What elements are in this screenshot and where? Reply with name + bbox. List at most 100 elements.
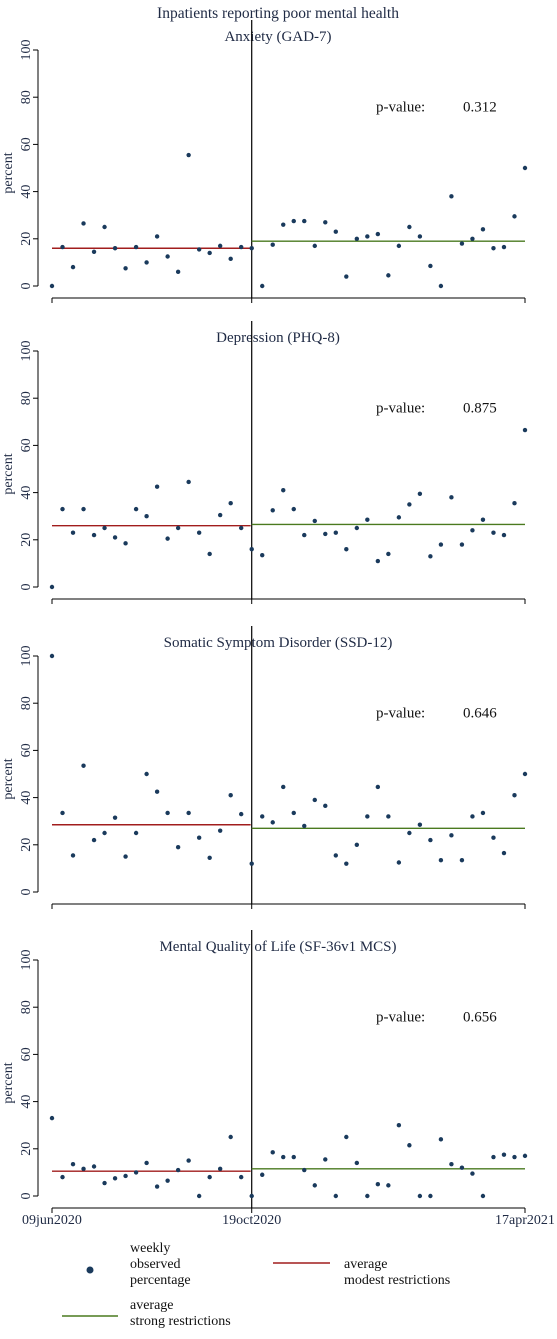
data-point xyxy=(323,220,328,225)
data-point xyxy=(91,532,97,538)
data-point xyxy=(154,484,160,489)
data-point xyxy=(165,536,170,541)
y-tick-label: 20 xyxy=(19,1142,34,1156)
panel-3: Somatic Symptom Disorder (SSD-12) 0 20 40 60… xyxy=(1,626,528,909)
data-point xyxy=(449,833,454,838)
data-point xyxy=(291,506,296,512)
y-tick-label: 80 xyxy=(19,391,34,405)
data-point xyxy=(123,1173,128,1179)
data-point xyxy=(459,241,465,246)
data-point xyxy=(344,861,349,866)
data-point xyxy=(365,814,370,819)
p-value: 0.646 xyxy=(463,705,497,721)
y-tick-label: 80 xyxy=(19,1000,34,1014)
legend-dot-symbol xyxy=(86,1266,94,1274)
data-point xyxy=(228,256,233,262)
data-point xyxy=(102,525,107,531)
y-tick-label: 100 xyxy=(19,341,34,362)
data-point xyxy=(165,810,170,816)
data-point xyxy=(144,771,149,777)
data-point xyxy=(302,532,307,538)
y-tick-label: 100 xyxy=(19,950,34,971)
p-value-label: p-value: xyxy=(376,400,425,416)
data-point xyxy=(428,837,433,843)
data-point xyxy=(470,528,475,533)
data-point xyxy=(501,532,507,538)
p-value-label: p-value: xyxy=(376,1009,425,1025)
data-point xyxy=(239,244,244,250)
data-point xyxy=(522,771,528,777)
data-point xyxy=(312,797,317,803)
p-value: 0.656 xyxy=(463,1009,497,1025)
y-tick-label: 60 xyxy=(19,137,34,151)
data-point xyxy=(323,1157,328,1162)
data-point xyxy=(81,763,86,768)
data-point xyxy=(60,810,65,816)
data-point xyxy=(249,246,254,251)
data-point xyxy=(459,542,465,547)
data-point xyxy=(407,830,412,836)
data-point xyxy=(302,823,307,829)
data-point xyxy=(522,1153,528,1159)
data-point xyxy=(91,1164,97,1169)
data-point xyxy=(207,250,212,256)
legend-label: strong restrictions xyxy=(130,1314,231,1329)
y-tick-label: 0 xyxy=(19,584,34,591)
y-tick-label: 0 xyxy=(19,889,34,896)
data-point xyxy=(260,814,265,819)
data-point xyxy=(501,1152,507,1157)
data-point xyxy=(438,542,444,547)
data-point xyxy=(396,243,402,249)
data-point xyxy=(312,1183,317,1188)
data-point xyxy=(260,283,265,289)
data-point xyxy=(133,830,139,836)
panel-4: Mental Quality of Life (SF-36v1 MCS) 0 20 4… xyxy=(1,930,528,1213)
data-point xyxy=(175,844,181,850)
data-point xyxy=(375,784,381,790)
data-point xyxy=(112,1176,118,1181)
data-point xyxy=(522,165,528,171)
p-value: 0.312 xyxy=(463,99,497,115)
y-tick-label: 40 xyxy=(19,486,34,500)
data-point xyxy=(123,266,128,271)
data-point xyxy=(186,810,191,816)
data-point xyxy=(522,427,528,433)
data-point xyxy=(417,491,423,496)
data-point xyxy=(91,249,97,254)
y-tick-label: 100 xyxy=(19,40,34,61)
y-tick-label: 0 xyxy=(19,1193,34,1200)
y-tick-label: 60 xyxy=(19,438,34,452)
data-point xyxy=(196,1193,202,1199)
x-tick-label: 17apr2021 xyxy=(495,1213,555,1228)
data-point xyxy=(102,224,107,230)
data-point xyxy=(333,530,338,535)
legend-label: modest restrictions xyxy=(344,1273,450,1288)
data-point xyxy=(396,1123,402,1128)
data-point xyxy=(217,1166,223,1172)
data-point xyxy=(417,1193,423,1199)
data-point xyxy=(407,502,412,507)
data-point xyxy=(154,789,160,794)
data-point xyxy=(365,517,370,522)
data-point xyxy=(375,231,381,237)
y-tick-label: 80 xyxy=(19,696,34,710)
data-point xyxy=(386,273,391,278)
data-point xyxy=(470,1171,475,1176)
data-point xyxy=(249,547,254,552)
data-point xyxy=(428,263,433,269)
data-point xyxy=(480,1193,486,1199)
data-point xyxy=(70,530,76,535)
data-point xyxy=(333,1193,338,1199)
data-point xyxy=(396,860,402,865)
data-point xyxy=(501,244,507,250)
data-point xyxy=(196,247,202,252)
data-point xyxy=(239,811,244,817)
data-point xyxy=(207,855,212,860)
p-value-label: p-value: xyxy=(376,705,425,721)
legend-label: weekly xyxy=(130,1241,170,1256)
data-point xyxy=(407,1143,412,1148)
data-point xyxy=(133,506,139,512)
y-tick-label: 40 xyxy=(19,791,34,805)
data-point xyxy=(459,857,465,863)
